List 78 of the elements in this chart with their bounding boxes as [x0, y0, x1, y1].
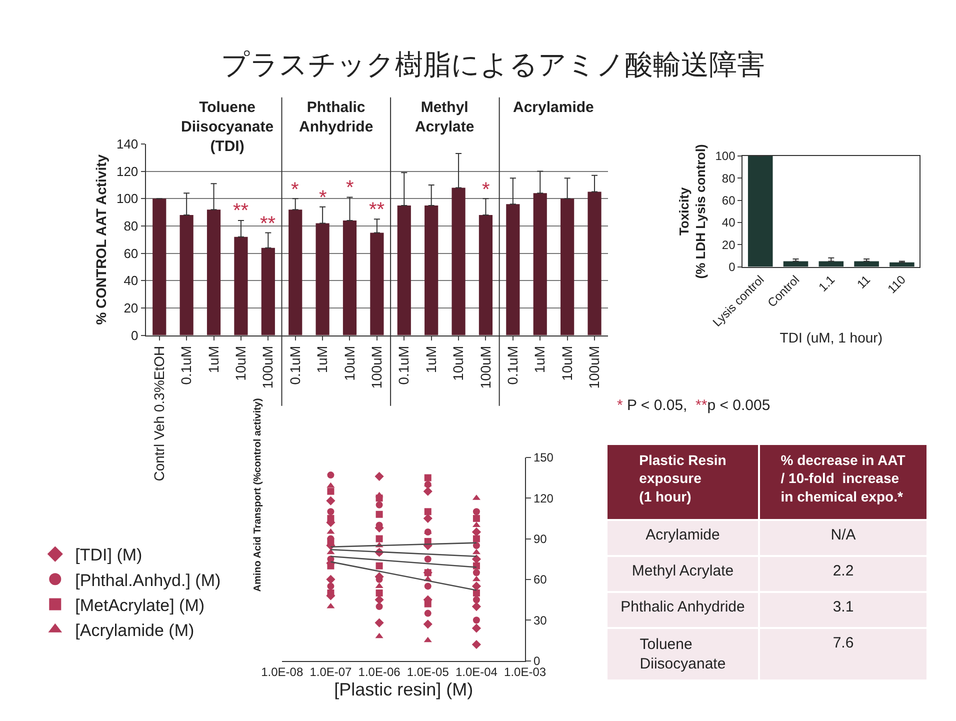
x-axis-title: TDI (uM, 1 hour): [780, 330, 883, 346]
x-axis-title: [Plastic resin] (M): [334, 679, 474, 700]
data-label: **: [369, 199, 385, 221]
x-tick-label: 10uM: [341, 346, 358, 381]
y-tick-label: 0: [533, 654, 540, 668]
x-tick-label: 1uM: [205, 346, 222, 374]
x-tick-label: 1.0E-06: [358, 665, 401, 680]
y-axis-title: % CONTROL AAT Activity: [93, 154, 110, 325]
data-label: **: [260, 213, 276, 235]
y-tick-label: 120: [533, 491, 554, 506]
text: Phthalic Anhydride: [299, 99, 374, 136]
x-tick-label: 10uM: [232, 346, 249, 381]
x-tick-label: 1.1: [816, 272, 838, 294]
x-tick-label: 100uM: [477, 346, 494, 389]
y-tick-label: 60: [124, 246, 138, 261]
text: Acrylamide: [513, 99, 594, 116]
x-tick-label: 1.0E-08: [261, 665, 304, 680]
y-tick-label: 120: [116, 164, 138, 179]
x-tick-label: 1.0E-07: [310, 665, 352, 680]
y-tick-label: 80: [124, 218, 138, 234]
data-label: *: [319, 187, 327, 209]
x-tick-label: 0.1uM: [504, 346, 520, 385]
x-tick-label: 1.0E-04: [455, 665, 498, 680]
text: Methyl Acrylate: [415, 99, 474, 136]
y-tick-label: 100: [715, 149, 736, 164]
category-label: Methyl Acrylate: [632, 562, 734, 580]
text: 2.2: [832, 562, 854, 580]
y-tick-label: 90: [533, 532, 548, 546]
y-tick-label: 0: [728, 260, 736, 274]
legend-label: [Acrylamide (M): [75, 620, 194, 640]
category-label: Phthalic Anhydride: [620, 598, 745, 616]
y-tick-label: 150: [533, 450, 554, 465]
x-tick-label: Contrl Veh 0.3%EtOH: [150, 346, 167, 482]
annotation: Toluene Diisocyanate (TDI): [181, 99, 274, 155]
y-tick-label: 80: [722, 171, 736, 186]
category-label: Toluene Diisocyanate: [640, 636, 726, 673]
x-tick-label: 11: [854, 272, 874, 292]
text: N/A: [830, 526, 856, 544]
data-label: *: [291, 179, 299, 201]
y-axis-title: Amino Acid Transport (%control activity): [252, 398, 264, 592]
data-label: *: [346, 177, 354, 199]
legend-label: [TDI] (M): [75, 546, 142, 565]
text: 7.6: [832, 634, 854, 652]
y-tick-label: 100: [116, 191, 138, 206]
category-label: % decrease in AAT / 10-fold increase in chemical expo.*: [780, 452, 906, 504]
chart-title: プラスチック樹脂によるアミノ酸輸送障害: [221, 48, 765, 81]
y-axis-title: Toxicity (% LDH Lysis control): [676, 144, 708, 279]
y-tick-label: 20: [722, 238, 736, 252]
legend-label: [MetAcrylate] (M): [75, 596, 205, 615]
y-tick-label: 40: [124, 273, 138, 288]
x-tick-label: 0.1uM: [396, 346, 412, 385]
text: 3.1: [832, 598, 854, 616]
x-tick-label: 10uM: [450, 346, 466, 381]
x-tick-label: 1.0E-05: [406, 665, 450, 680]
x-tick-label: 10uM: [558, 346, 575, 381]
y-tick-label: 60: [533, 572, 548, 587]
data-label: *: [482, 179, 490, 201]
text: * P < 0.05, **p < 0.005: [617, 397, 770, 414]
y-tick-label: 60: [722, 194, 736, 208]
x-tick-label: 100uM: [368, 346, 384, 389]
y-tick-label: 30: [533, 613, 548, 628]
data-label: **: [233, 200, 249, 222]
y-tick-label: 0: [130, 328, 138, 343]
category-label: Plastic Resin exposure (1 hour): [639, 452, 726, 504]
x-tick-label: 0.1uM: [178, 346, 194, 385]
y-tick-label: 140: [116, 136, 138, 152]
x-tick-label: 1uM: [532, 346, 548, 374]
y-tick-label: 20: [124, 300, 138, 316]
x-tick-label: 100uM: [260, 346, 276, 389]
category-label: Acrylamide: [646, 526, 720, 544]
x-tick-label: 1uM: [422, 346, 439, 374]
x-tick-label: 0.1uM: [286, 346, 303, 385]
y-tick-label: 40: [722, 216, 736, 230]
legend-label: [Phthal.Anhyd.] (M): [75, 570, 221, 590]
x-tick-label: 1.0E-03: [504, 665, 546, 680]
x-tick-label: 110: [884, 272, 909, 296]
x-tick-label: 100uM: [586, 346, 602, 389]
x-tick-label: 1uM: [314, 346, 330, 374]
